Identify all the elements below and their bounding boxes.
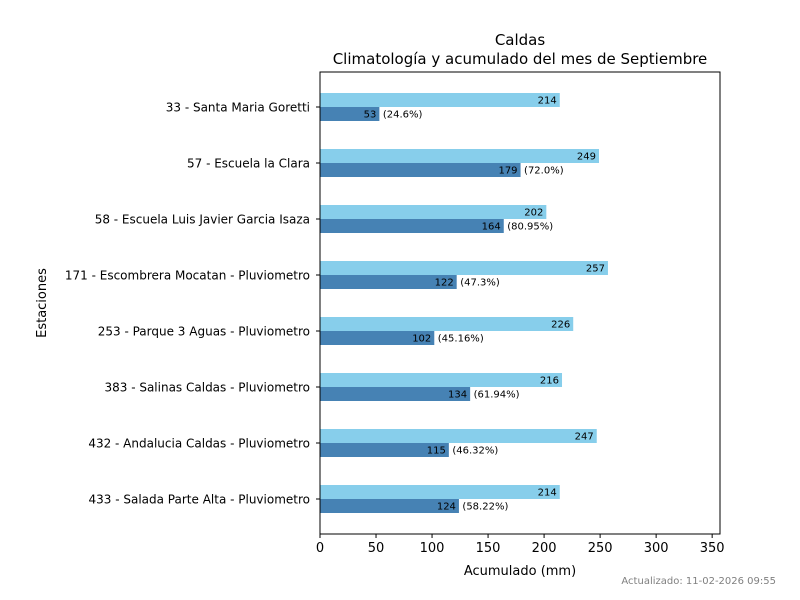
- accumulated-bar: [320, 163, 521, 177]
- accumulated-percent-label: (80.95%): [507, 222, 553, 233]
- accumulated-bar: [320, 107, 380, 121]
- y-tick-label: 57 - Escuela la Clara: [187, 157, 310, 171]
- climatology-value-label: 214: [538, 488, 557, 499]
- accumulated-value-label: 164: [482, 222, 501, 233]
- climatology-bar: [320, 485, 560, 499]
- accumulated-percent-label: (58.22%): [462, 502, 508, 513]
- accumulated-percent-label: (47.3%): [460, 278, 500, 289]
- y-tick-label: 433 - Salada Parte Alta - Pluviometro: [89, 493, 311, 507]
- accumulated-bar: [320, 331, 435, 345]
- y-tick-label: 383 - Salinas Caldas - Pluviometro: [104, 381, 310, 395]
- y-tick-label: 432 - Andalucia Caldas - Pluviometro: [88, 437, 310, 451]
- accumulated-value-label: 134: [448, 390, 467, 401]
- climatology-value-label: 247: [575, 432, 594, 443]
- y-axis-label: Estaciones: [35, 268, 50, 338]
- climatology-value-label: 249: [577, 152, 596, 163]
- updated-timestamp: Actualizado: 11-02-2026 09:55: [621, 576, 776, 587]
- x-tick-label: 200: [532, 541, 557, 556]
- climatology-bar: [320, 93, 560, 107]
- x-tick-label: 50: [368, 541, 385, 556]
- climatology-bar: [320, 317, 574, 331]
- plot-frame: [319, 71, 721, 535]
- x-tick-label: 0: [316, 541, 324, 556]
- accumulated-percent-label: (61.94%): [474, 390, 520, 401]
- climatology-value-label: 216: [540, 376, 559, 387]
- climatology-bar: [320, 261, 608, 275]
- chart-subtitle: Climatología y acumulado del mes de Sept…: [333, 50, 708, 68]
- x-tick-label: 100: [420, 541, 445, 556]
- climatology-bar: [320, 205, 547, 219]
- accumulated-bar: [320, 499, 459, 513]
- accumulated-percent-label: (46.32%): [452, 446, 498, 457]
- accumulated-value-label: 102: [412, 334, 431, 345]
- climatology-bar: [320, 373, 563, 387]
- climatology-value-label: 202: [524, 208, 543, 219]
- climatology-bar: [320, 149, 599, 163]
- accumulated-bar: [320, 443, 449, 457]
- accumulated-value-label: 179: [498, 166, 517, 177]
- y-tick-label: 171 - Escombrera Mocatan - Pluviometro: [65, 269, 310, 283]
- x-tick-label: 300: [644, 541, 669, 556]
- climatology-value-label: 226: [551, 320, 570, 331]
- accumulated-bar: [320, 219, 504, 233]
- accumulated-value-label: 124: [437, 502, 456, 513]
- y-tick-label: 33 - Santa Maria Goretti: [166, 101, 310, 115]
- x-tick-label: 150: [476, 541, 501, 556]
- climatology-bar: [320, 429, 597, 443]
- x-tick-label: 350: [700, 541, 725, 556]
- accumulated-bar: [320, 387, 471, 401]
- accumulated-value-label: 115: [427, 446, 446, 457]
- accumulated-percent-label: (45.16%): [438, 334, 484, 345]
- accumulated-bar: [320, 275, 457, 289]
- accumulated-percent-label: (24.6%): [383, 110, 423, 121]
- chart-title: Caldas: [495, 31, 546, 49]
- accumulated-value-label: 122: [435, 278, 454, 289]
- accumulated-percent-label: (72.0%): [524, 166, 564, 177]
- y-tick-label: 58 - Escuela Luis Javier Garcia Isaza: [95, 213, 310, 227]
- climatology-value-label: 257: [586, 264, 605, 275]
- accumulated-value-label: 53: [364, 110, 377, 121]
- y-tick-label: 253 - Parque 3 Aguas - Pluviometro: [98, 325, 310, 339]
- x-tick-label: 250: [588, 541, 613, 556]
- climatology-value-label: 214: [538, 96, 557, 107]
- x-axis-label: Acumulado (mm): [464, 564, 576, 579]
